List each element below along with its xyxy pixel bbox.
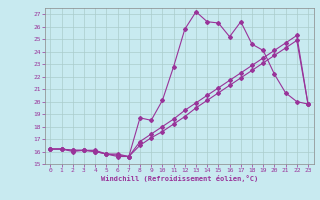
X-axis label: Windchill (Refroidissement éolien,°C): Windchill (Refroidissement éolien,°C) [100,175,258,182]
